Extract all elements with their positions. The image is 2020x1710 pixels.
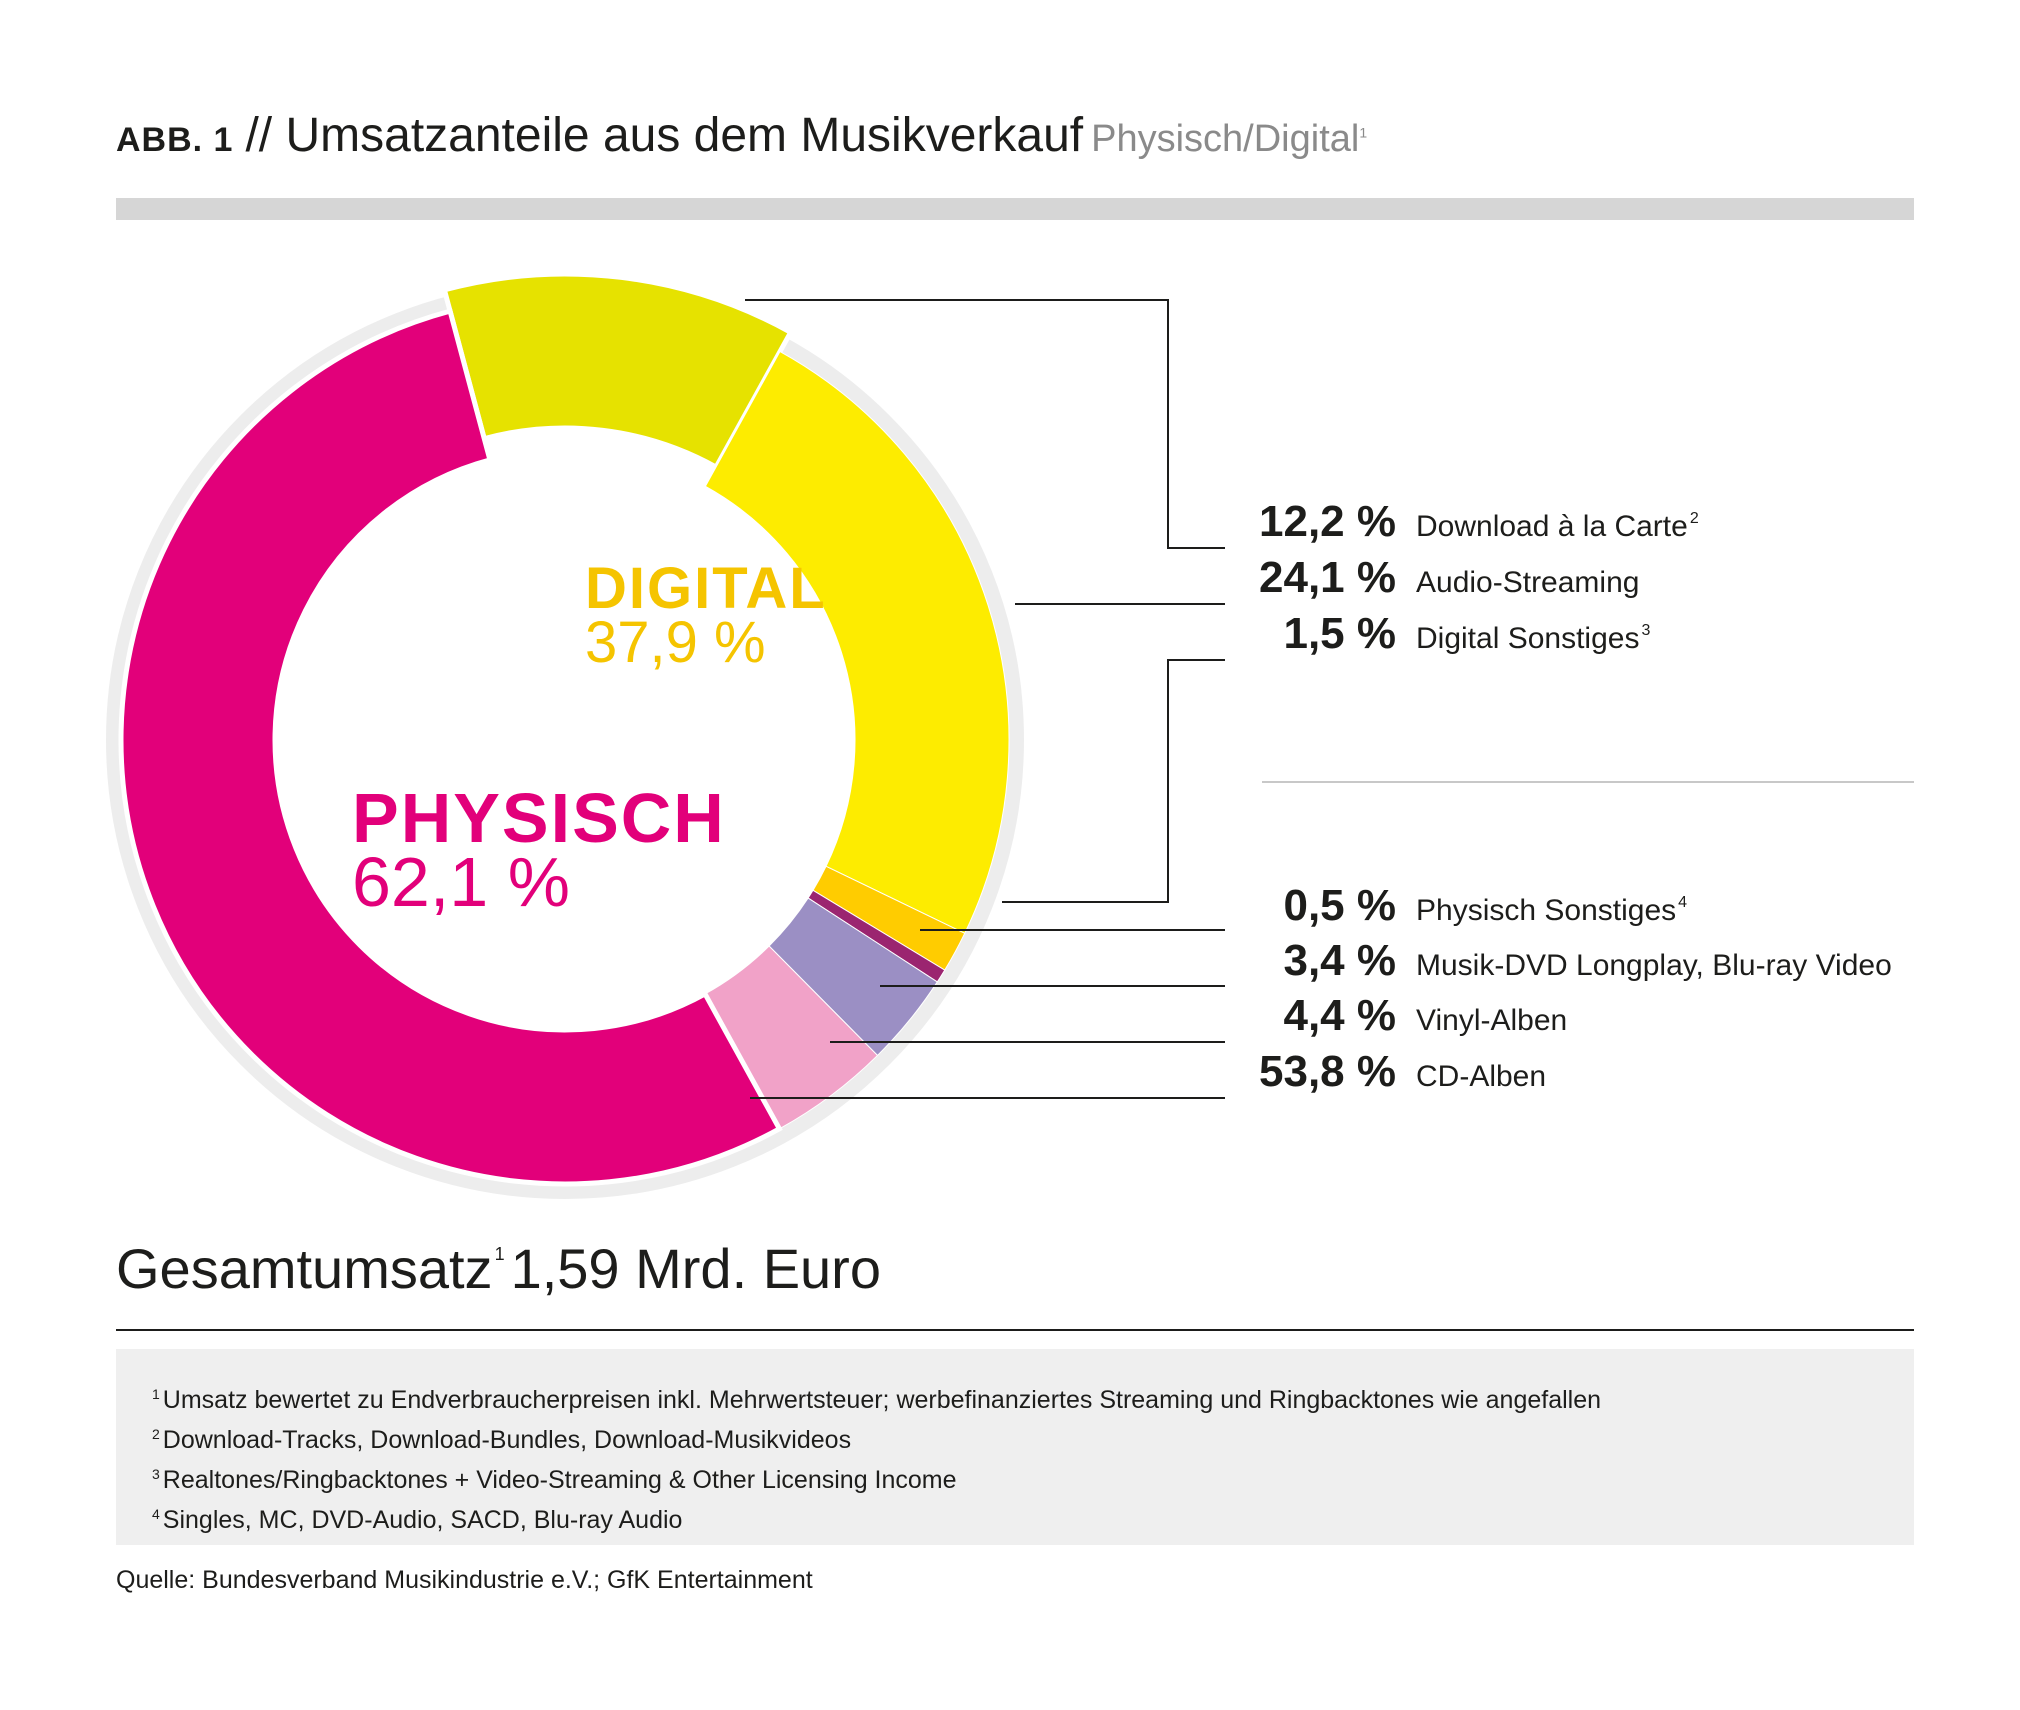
legend-label-musik-dvd-longplay-blu-ray-video: Musik-DVD Longplay, Blu-ray Video bbox=[1416, 949, 1892, 982]
legend-label-physisch-sonstiges: Physisch Sonstiges 4 bbox=[1416, 894, 1687, 927]
total-footnote-marker: 1 bbox=[494, 1244, 505, 1264]
figure-number: ABB. 1 bbox=[116, 121, 234, 159]
footnote-text: Download-Tracks, Download-Bundles, Downl… bbox=[162, 1426, 852, 1454]
footnote-item: 1 Umsatz bewertet zu Endverbraucherpreise… bbox=[152, 1377, 1601, 1417]
footnote-item: 2 Download-Tracks, Download-Bundles, Down… bbox=[152, 1417, 1601, 1457]
legend-value-physisch-sonstiges: 0,5 % bbox=[1283, 881, 1396, 930]
footnote-text: Singles, MC, DVD-Audio, SACD, Blu-ray Au… bbox=[162, 1506, 683, 1534]
title-divider-bar bbox=[116, 198, 1914, 220]
subtitle-text: Physisch/Digital1 bbox=[1091, 118, 1367, 160]
title-text: // Umsatzanteile aus dem Musikverkauf bbox=[245, 109, 1084, 162]
subtitle-footnote-marker: 1 bbox=[1359, 124, 1368, 141]
footnote-item: 3 Realtones/Ringbacktones + Video-Streami… bbox=[152, 1457, 1601, 1497]
footnote-text: Realtones/Ringbacktones + Video-Streamin… bbox=[162, 1466, 957, 1494]
legend-footnote-marker: 4 bbox=[1678, 894, 1687, 911]
footnote-number: 3 bbox=[152, 1466, 160, 1482]
group-label-digital: DIGITAL bbox=[585, 556, 827, 621]
legend-value-cd-alben: 53,8 % bbox=[1259, 1047, 1396, 1096]
donut-chart: DIGITAL 37,9 % PHYSISCH 62,1 % 12,2 % Dow… bbox=[106, 271, 1914, 1199]
legend-label-digital-sonstiges: Digital Sonstiges 3 bbox=[1416, 622, 1650, 655]
leader-line-digital-sonstiges bbox=[1002, 659, 1225, 903]
legend-value-vinyl-alben: 4,4 % bbox=[1283, 991, 1396, 1040]
footnote-number: 1 bbox=[152, 1386, 160, 1402]
legend-label-vinyl-alben: Vinyl-Alben bbox=[1416, 1004, 1567, 1037]
group-value-digital: 37,9 % bbox=[585, 610, 766, 675]
total-divider bbox=[116, 1329, 1914, 1331]
total-value: 1,59 Mrd. Euro bbox=[510, 1237, 881, 1300]
legend-label-cd-alben: CD-Alben bbox=[1416, 1060, 1546, 1093]
leader-line-download-la-carte bbox=[745, 299, 1225, 549]
legend-value-digital-sonstiges: 1,5 % bbox=[1283, 609, 1396, 658]
total-label: Gesamtumsatz bbox=[116, 1237, 493, 1300]
donut-segment-audio-streaming bbox=[704, 350, 1010, 934]
donut-segment-cd-alben bbox=[118, 308, 783, 1187]
legend-value-musik-dvd-longplay-blu-ray-video: 3,4 % bbox=[1283, 936, 1396, 985]
footnote-text: Umsatz bewertet zu Endverbraucherpreisen… bbox=[162, 1386, 1602, 1414]
footnote-number: 4 bbox=[152, 1506, 160, 1522]
total-revenue: Gesamtumsatz 1 1,59 Mrd. Euro bbox=[116, 1236, 881, 1301]
footnote-panel: 1 Umsatz bewertet zu Endverbraucherpreise… bbox=[116, 1349, 1914, 1545]
donut-segment-download-la-carte bbox=[441, 271, 795, 471]
source-note: Quelle: Bundesverband Musikindustrie e.V… bbox=[116, 1566, 813, 1594]
legend-label-audio-streaming: Audio-Streaming bbox=[1416, 566, 1639, 599]
group-value-physisch: 62,1 % bbox=[352, 843, 570, 921]
legend-footnote-marker: 2 bbox=[1690, 510, 1699, 527]
footnote-number: 2 bbox=[152, 1426, 160, 1442]
group-label-physisch: PHYSISCH bbox=[352, 779, 726, 857]
legend-label-download-la-carte: Download à la Carte 2 bbox=[1416, 510, 1699, 543]
legend-value-download-la-carte: 12,2 % bbox=[1259, 497, 1396, 546]
footnote-item: 4 Singles, MC, DVD-Audio, SACD, Blu-ray A… bbox=[152, 1497, 1601, 1537]
legend-value-audio-streaming: 24,1 % bbox=[1259, 553, 1396, 602]
subtitle-label: Physisch/Digital bbox=[1091, 118, 1360, 160]
chart-title: ABB. 1 // Umsatzanteile aus dem Musikverk… bbox=[116, 108, 1367, 163]
legend-footnote-marker: 3 bbox=[1641, 622, 1650, 639]
